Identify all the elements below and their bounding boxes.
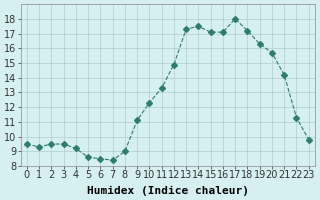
X-axis label: Humidex (Indice chaleur): Humidex (Indice chaleur) — [87, 186, 249, 196]
